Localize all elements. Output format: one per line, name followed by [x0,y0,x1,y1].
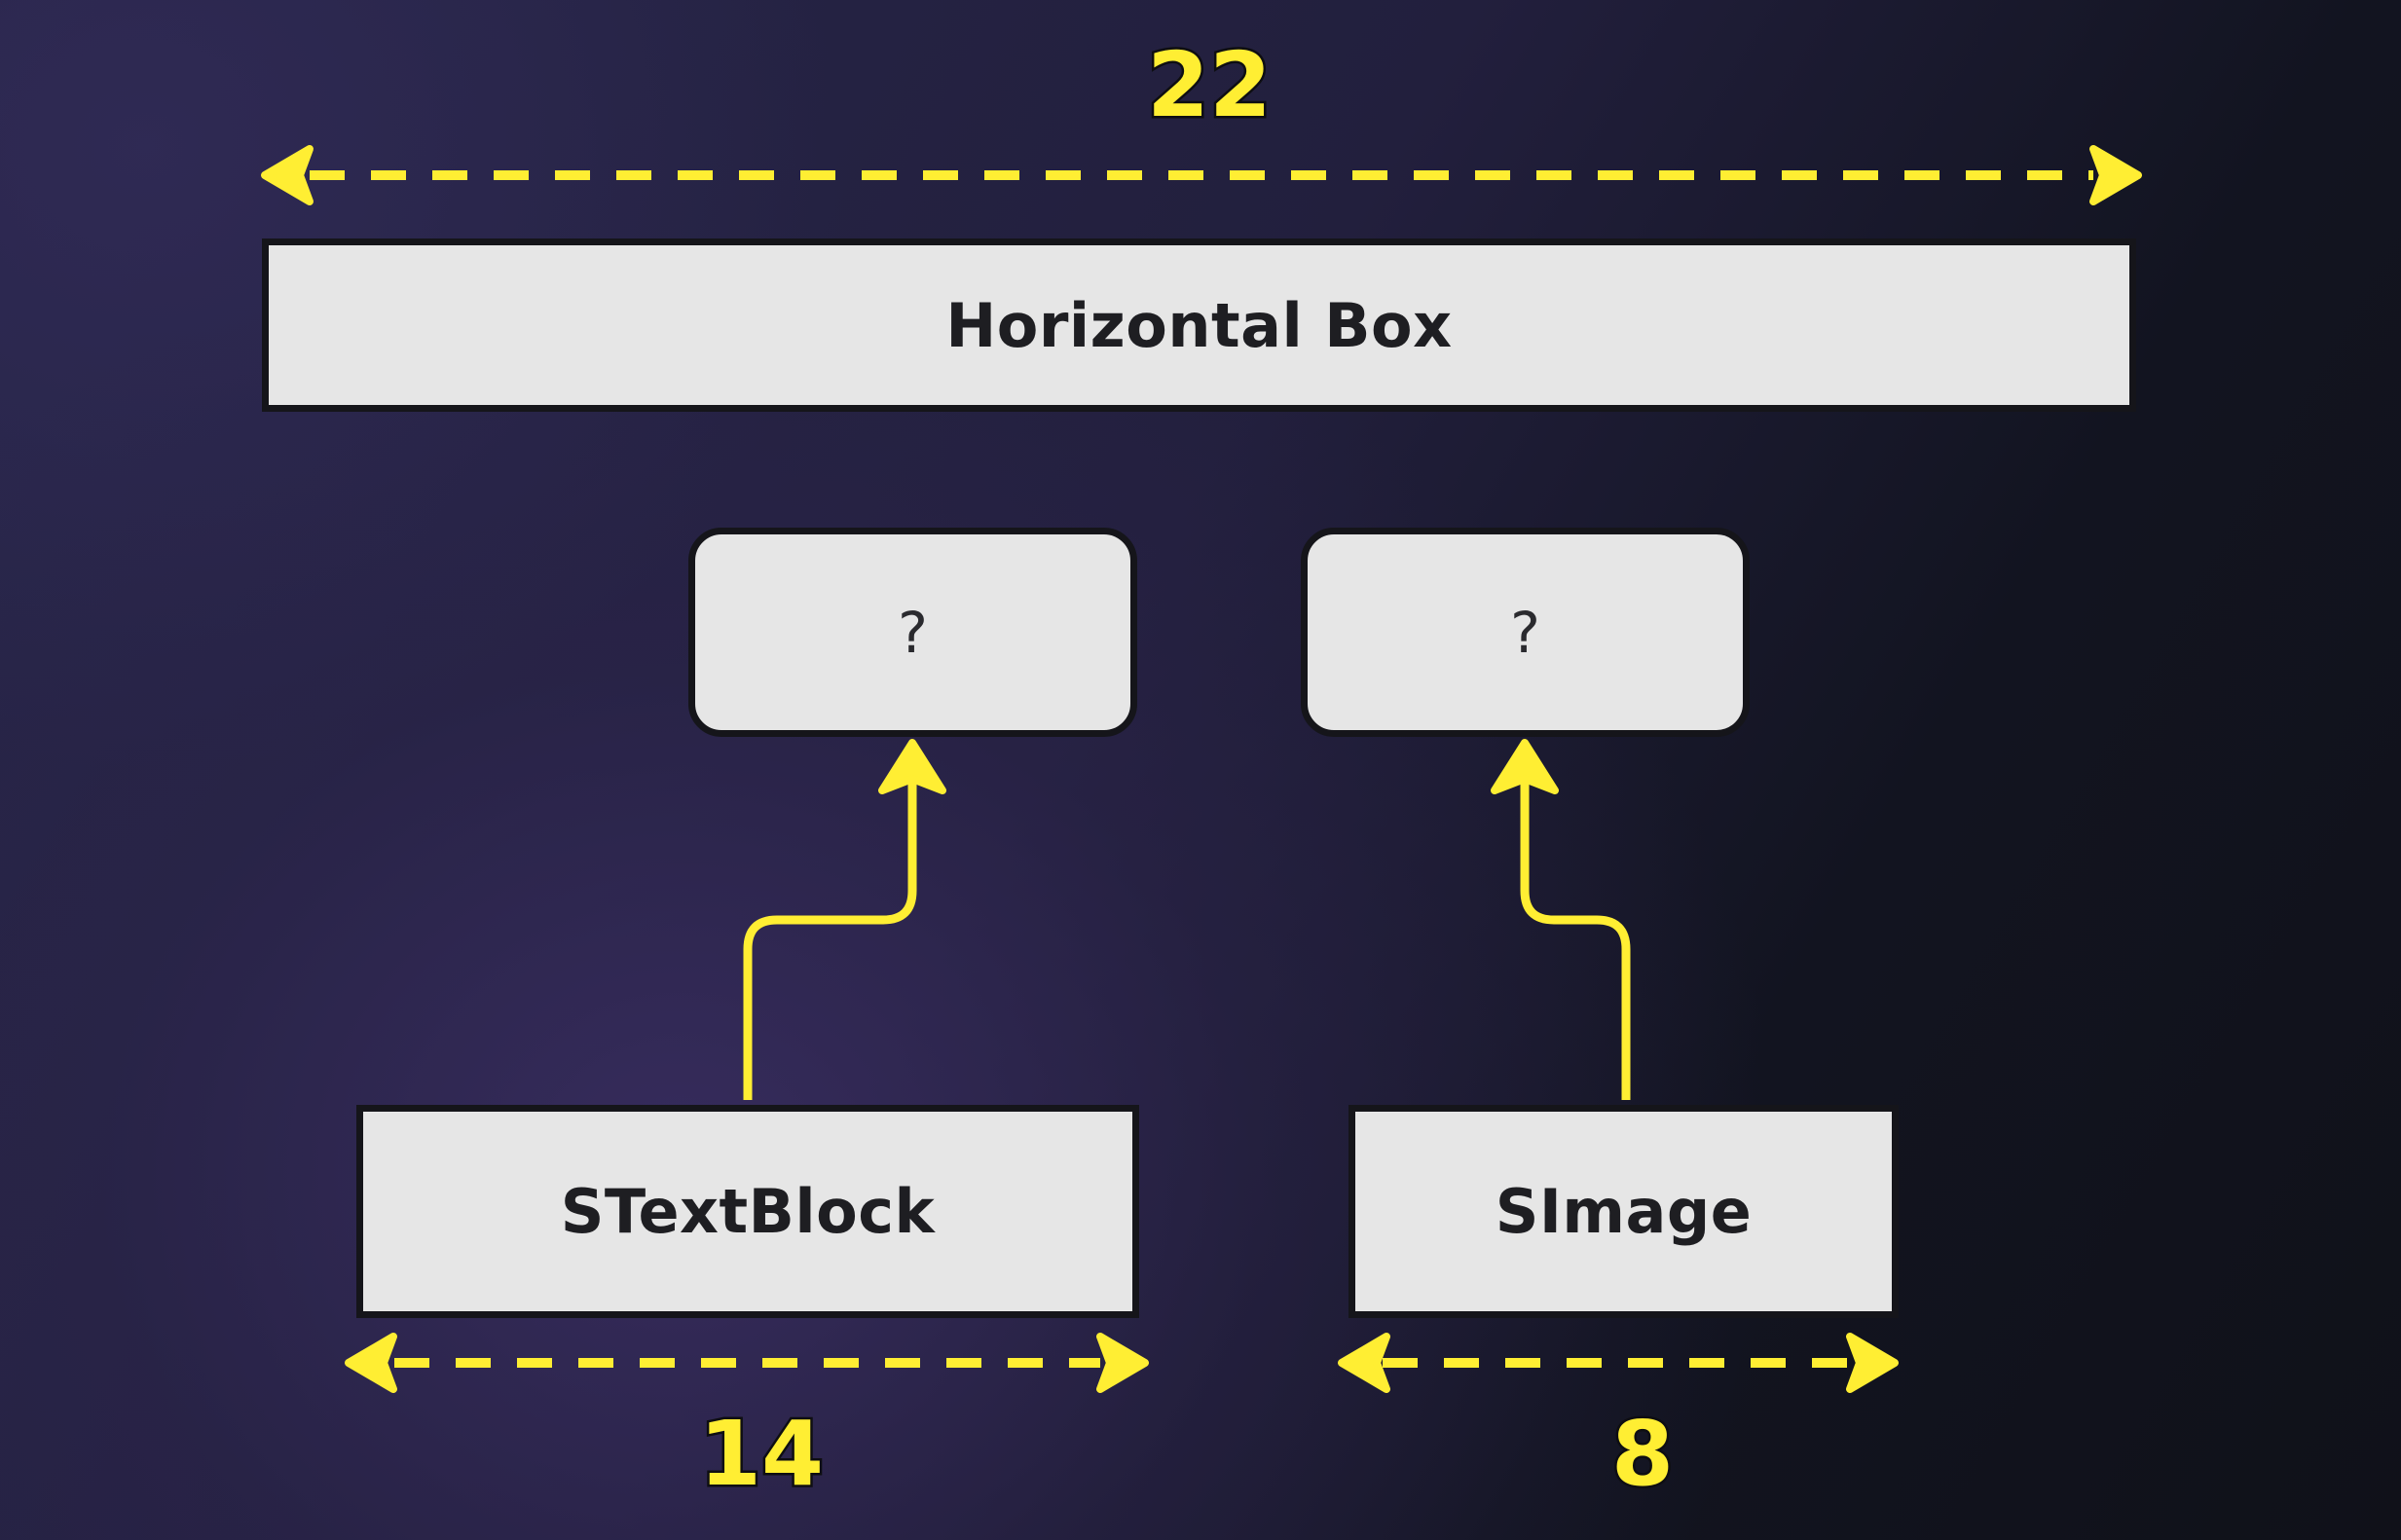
simage-to-slot-connector [1520,779,1631,1100]
arrowhead-up-icon [1491,739,1559,794]
stextblock-width-label: 14 [696,1402,826,1506]
slot-node-1: ? [688,528,1137,737]
arrowhead-left-icon [1338,1333,1390,1393]
horizontal-box-node: Horizontal Box [262,238,2136,412]
parent-width-label: 22 [1144,33,1274,137]
arrowhead-up-icon [878,739,946,794]
stextblock-node: STextBlock [356,1105,1139,1318]
arrowhead-left-icon [261,145,314,205]
arrowhead-right-icon [2089,145,2142,205]
horizontal-box-label: Horizontal Box [945,289,1453,361]
slot-node-2: ? [1301,528,1750,737]
slot-label: ? [898,599,928,666]
stextblock-to-slot-connector [743,779,917,1100]
arrowhead-right-icon [1846,1333,1899,1393]
slot-label: ? [1510,599,1540,666]
simage-label: SImage [1495,1176,1753,1247]
arrowhead-right-icon [1096,1333,1149,1393]
simage-node: SImage [1348,1105,1899,1318]
arrowhead-left-icon [345,1333,397,1393]
simage-width-label: 8 [1608,1402,1676,1506]
stextblock-label: STextBlock [560,1176,936,1247]
